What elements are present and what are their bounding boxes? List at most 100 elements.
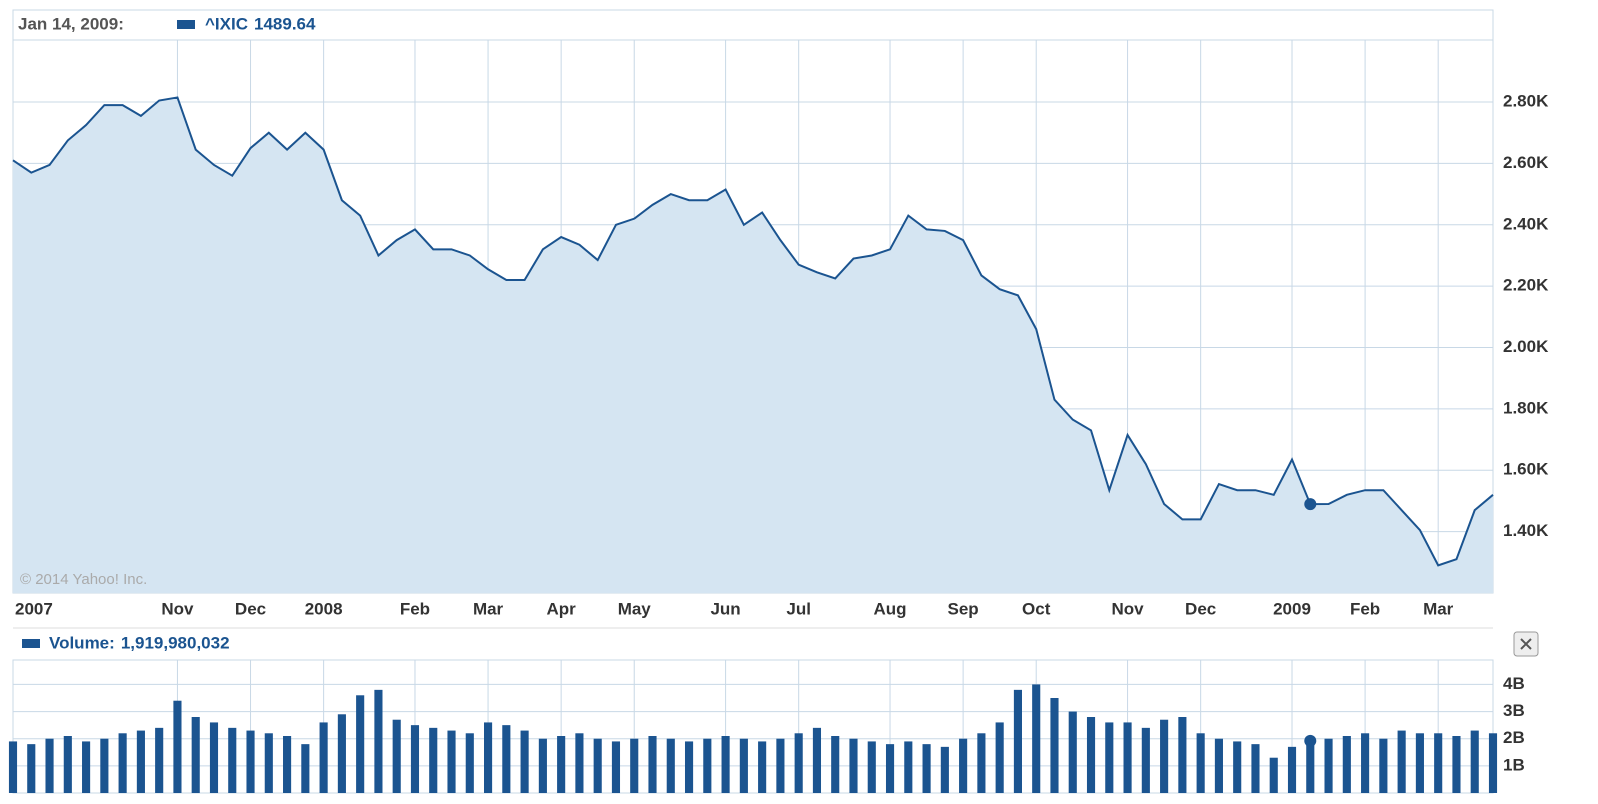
volume-bar bbox=[1488, 733, 1498, 793]
x-tick-label: Apr bbox=[547, 599, 577, 618]
volume-bar bbox=[959, 738, 968, 793]
y-tick-label: 1B bbox=[1503, 755, 1525, 774]
y-tick-label: 1.60K bbox=[1503, 460, 1549, 479]
readout-value: 1489.64 bbox=[254, 14, 316, 33]
volume-bar bbox=[1123, 722, 1132, 793]
volume-bar bbox=[739, 738, 748, 793]
legend-swatch bbox=[177, 20, 195, 29]
volume-bar bbox=[429, 727, 438, 793]
volume-bar bbox=[1287, 746, 1297, 793]
hover-point bbox=[1304, 734, 1317, 747]
y-tick-label: 2B bbox=[1503, 728, 1525, 747]
volume-bar bbox=[794, 733, 803, 793]
volume-bar bbox=[1233, 741, 1242, 793]
volume-bar bbox=[721, 736, 730, 793]
y-tick-label: 1.80K bbox=[1503, 398, 1549, 417]
x-tick-label: May bbox=[618, 599, 652, 618]
volume-bar bbox=[538, 738, 547, 793]
volume-bar bbox=[1196, 733, 1205, 793]
close-button[interactable] bbox=[1513, 631, 1539, 657]
volume-bar bbox=[1032, 684, 1041, 793]
volume-bar bbox=[977, 733, 986, 793]
x-tick-label: Sep bbox=[948, 599, 979, 618]
volume-bar bbox=[1068, 711, 1077, 793]
x-tick-label: Dec bbox=[1185, 599, 1216, 618]
volume-bar bbox=[557, 736, 566, 793]
volume-bar bbox=[703, 738, 712, 793]
x-tick-label: Mar bbox=[473, 599, 504, 618]
volume-bar bbox=[758, 741, 767, 793]
x-tick-label: Feb bbox=[400, 599, 430, 618]
x-tick-label: Jul bbox=[786, 599, 811, 618]
volume-bar bbox=[904, 741, 913, 793]
y-tick-label: 2.40K bbox=[1503, 214, 1549, 233]
volume-bar bbox=[1415, 733, 1424, 793]
volume-bar bbox=[173, 700, 182, 793]
volume-bar bbox=[776, 738, 785, 793]
volume-bar bbox=[82, 741, 91, 793]
legend-swatch bbox=[22, 639, 40, 648]
volume-bar bbox=[1342, 736, 1351, 793]
volume-bar bbox=[209, 722, 219, 793]
volume-bar bbox=[1013, 689, 1022, 793]
y-tick-label: 2.60K bbox=[1503, 153, 1549, 172]
copyright: © 2014 Yahoo! Inc. bbox=[20, 571, 147, 588]
volume-bar bbox=[867, 741, 876, 793]
volume-bar bbox=[1086, 717, 1096, 793]
volume-bar bbox=[995, 722, 1004, 793]
y-tick-label: 2.00K bbox=[1503, 337, 1549, 356]
y-tick-label: 1.40K bbox=[1503, 521, 1549, 540]
volume-bar bbox=[1397, 730, 1406, 793]
y-tick-label: 2.80K bbox=[1503, 92, 1549, 111]
volume-bar bbox=[155, 727, 164, 793]
hover-point bbox=[1304, 498, 1317, 511]
volume-bar bbox=[1379, 738, 1388, 793]
volume-bar bbox=[301, 744, 310, 793]
volume-bar bbox=[356, 695, 365, 793]
volume-bar bbox=[447, 730, 456, 793]
volume-bar bbox=[8, 741, 18, 793]
x-tick-label: Dec bbox=[235, 599, 266, 618]
volume-bar bbox=[465, 733, 474, 793]
volume-bar bbox=[1361, 733, 1370, 793]
volume-bar bbox=[63, 736, 72, 793]
volume-bar bbox=[337, 714, 346, 793]
area-fill bbox=[13, 97, 1493, 593]
volume-bar bbox=[228, 727, 237, 793]
volume-bar bbox=[45, 738, 54, 793]
volume-bar bbox=[1269, 757, 1278, 793]
x-tick-label: Nov bbox=[1112, 599, 1145, 618]
volume-bar bbox=[27, 744, 36, 793]
x-tick-label: 2008 bbox=[305, 599, 343, 618]
x-tick-label: 2009 bbox=[1273, 599, 1311, 618]
volume-bar bbox=[648, 736, 657, 793]
volume-bar bbox=[940, 746, 949, 793]
volume-bar bbox=[1105, 722, 1114, 793]
volume-bar bbox=[1324, 738, 1333, 793]
volume-bar bbox=[283, 736, 292, 793]
price-line bbox=[12, 96, 1494, 567]
volume-bar bbox=[319, 722, 328, 793]
volume-bar bbox=[1141, 727, 1150, 793]
x-tick-label: Nov bbox=[161, 599, 194, 618]
volume-bar bbox=[1434, 733, 1443, 793]
x-tick-label: Mar bbox=[1423, 599, 1454, 618]
volume-bar bbox=[502, 725, 511, 793]
volume-bar bbox=[1251, 744, 1260, 793]
x-tick-label: Jun bbox=[710, 599, 740, 618]
volume-bar bbox=[374, 689, 383, 793]
volume-bar bbox=[520, 730, 529, 793]
volume-frame bbox=[12, 659, 1494, 794]
y-tick-label: 2.20K bbox=[1503, 276, 1549, 295]
x-tick-label: Oct bbox=[1022, 599, 1051, 618]
volume-bar bbox=[136, 730, 145, 793]
y-tick-label: 4B bbox=[1503, 674, 1525, 693]
volume-bar bbox=[100, 738, 109, 793]
volume-bar bbox=[392, 719, 401, 793]
x-tick-label: 2007 bbox=[15, 599, 53, 618]
volume-bar bbox=[922, 744, 931, 793]
volume-bar bbox=[630, 738, 639, 793]
volume-bar bbox=[1470, 730, 1479, 793]
volume-bar bbox=[1160, 719, 1169, 793]
